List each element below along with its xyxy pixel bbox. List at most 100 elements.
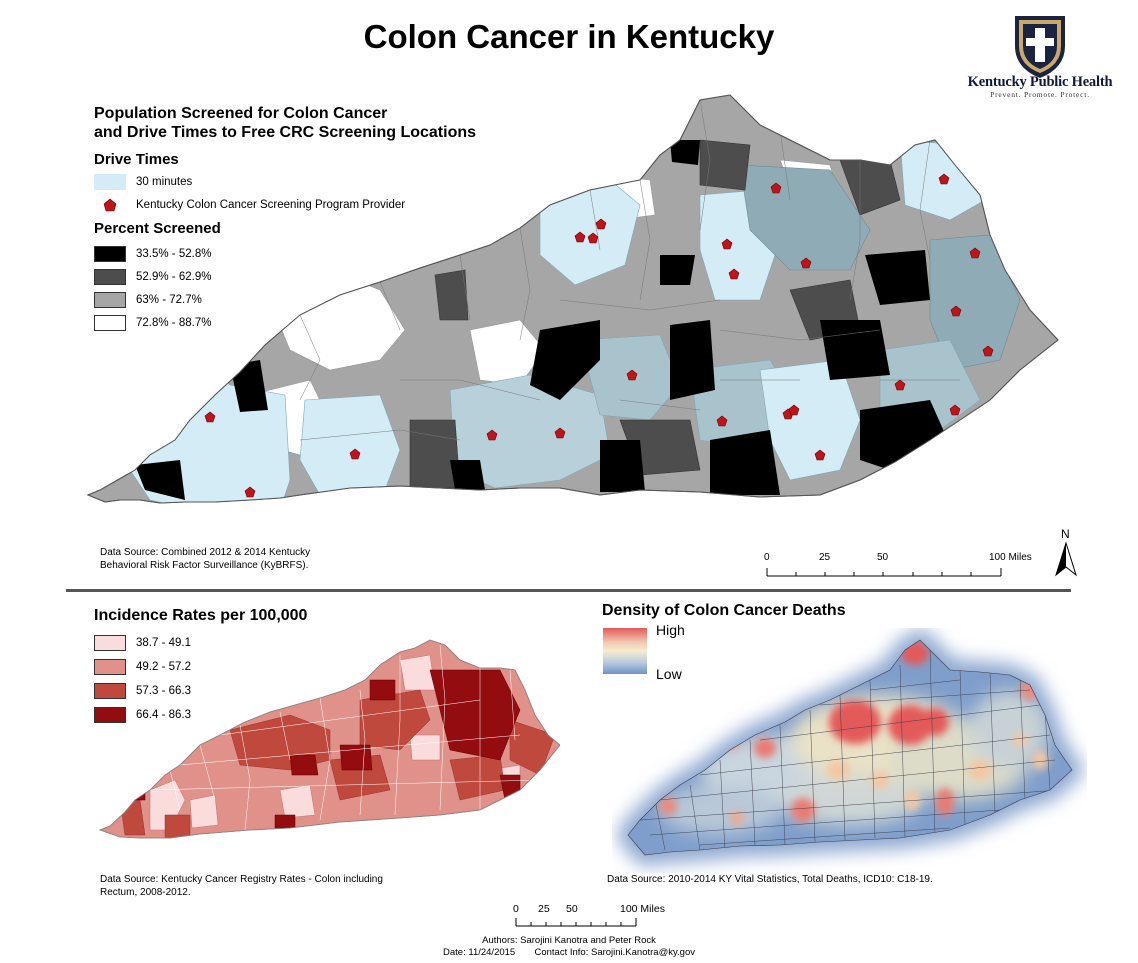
density-low-label: Low — [656, 666, 682, 682]
scale-tick-25: 25 — [819, 552, 831, 563]
density-map-title: Density of Colon Cancer Deaths — [602, 602, 846, 619]
footer-scale-tick-0: 0 — [513, 903, 519, 915]
incidence-class-1: 38.7 - 49.1 — [94, 631, 191, 655]
incidence-swatch-1 — [94, 635, 126, 651]
percent-screened-legend: 33.5% - 52.8% 52.9% - 62.9% 63% - 72.7% … — [94, 242, 211, 334]
footer-scale-bar: 0 25 50 100 Miles — [510, 903, 710, 929]
screening-map-title-line2: and Drive Times to Free CRC Screening Lo… — [94, 124, 477, 141]
incidence-label-4: 66.4 - 86.3 — [136, 709, 191, 721]
percent-label-2: 52.9% - 62.9% — [136, 270, 212, 283]
footer-authors: Authors: Sarojini Kanotra and Peter Rock — [482, 935, 656, 946]
incidence-legend: 38.7 - 49.1 49.2 - 57.2 57.3 - 66.3 66.4… — [94, 631, 191, 727]
screening-source: Data Source: Combined 2012 & 2014 Kentuc… — [100, 546, 310, 572]
density-map — [617, 629, 1083, 866]
incidence-class-4: 66.4 - 86.3 — [94, 703, 191, 727]
scale-tick-0: 0 — [764, 552, 770, 563]
provider-marker — [800, 257, 812, 269]
provider-marker — [969, 247, 981, 259]
footer-scale-tick-25: 25 — [538, 903, 550, 915]
provider-marker — [554, 427, 566, 439]
incidence-class-2: 49.2 - 57.2 — [94, 655, 191, 679]
percent-screened-heading: Percent Screened — [94, 220, 221, 237]
incidence-label-1: 38.7 - 49.1 — [136, 637, 191, 649]
footer-date-contact: Date: 11/24/2015 Contact Info: Sarojini.… — [0, 947, 1138, 958]
drive-time-legend-item: 30 minutes — [94, 174, 192, 190]
density-gradient-ramp — [603, 628, 647, 674]
percent-class-4: 72.8% - 88.7% — [94, 311, 211, 334]
percent-swatch-2 — [94, 268, 126, 285]
north-arrow: N — [1054, 527, 1078, 579]
density-source: Data Source: 2010-2014 KY Vital Statisti… — [607, 874, 933, 885]
provider-marker — [721, 238, 733, 250]
kentucky-public-health-logo — [1015, 16, 1065, 78]
incidence-swatch-2 — [94, 659, 126, 675]
percent-swatch-1 — [94, 245, 126, 262]
density-county-lines — [639, 649, 1061, 851]
provider-marker — [486, 429, 498, 441]
drive-times-heading: Drive Times — [94, 151, 179, 168]
percent-label-4: 72.8% - 88.7% — [136, 316, 212, 329]
percent-class-3: 63% - 72.7% — [94, 288, 211, 311]
provider-marker — [244, 486, 256, 498]
footer-scale-tick-50: 50 — [566, 903, 578, 915]
provider-marker — [716, 415, 728, 427]
density-high-label: High — [656, 622, 685, 638]
density-hotspots — [639, 641, 1061, 851]
provider-marker — [595, 218, 607, 230]
screening-county-lines — [299, 99, 960, 441]
provider-markers — [204, 173, 994, 498]
screening-source-line1: Data Source: Combined 2012 & 2014 Kentuc… — [100, 547, 311, 558]
percent-label-1: 33.5% - 52.8% — [136, 247, 212, 260]
incidence-label-2: 49.2 - 57.2 — [136, 661, 191, 673]
incidence-map-title: Incidence Rates per 100,000 — [94, 607, 308, 624]
scale-tick-100: 100 Miles — [989, 552, 1032, 563]
scale-bar-line — [766, 568, 1002, 577]
drive-time-label: 30 minutes — [136, 176, 193, 188]
provider-label: Kentucky Colon Cancer Screening Program … — [136, 199, 406, 211]
percent-swatch-4 — [94, 314, 126, 331]
section-divider — [66, 589, 1071, 592]
incidence-source-line1: Data Source: Kentucky Cancer Registry Ra… — [100, 874, 383, 885]
provider-marker — [770, 182, 782, 194]
provider-marker — [814, 449, 826, 461]
provider-marker — [788, 404, 800, 416]
incidence-label-3: 57.3 - 66.3 — [136, 685, 191, 697]
percent-class-2: 52.9% - 62.9% — [94, 265, 211, 288]
drive-time-swatch — [94, 174, 126, 190]
screening-scale-bar: 0 25 50 100 Miles — [760, 552, 1050, 582]
incidence-swatch-4 — [94, 707, 126, 723]
provider-marker — [587, 232, 599, 244]
logo-name: Kentucky Public Health — [967, 74, 1113, 90]
incidence-class-3: 57.3 - 66.3 — [94, 679, 191, 703]
percent-label-3: 63% - 72.7% — [136, 293, 202, 306]
provider-marker — [894, 379, 906, 391]
provider-pentagon-icon — [103, 198, 117, 212]
provider-marker — [204, 411, 216, 423]
screening-source-line2: Behavioral Risk Factor Surveillance (KyB… — [100, 560, 309, 571]
footer-date: Date: 11/24/2015 — [443, 947, 516, 958]
incidence-source-line2: Rectum, 2008-2012. — [100, 887, 191, 898]
screening-map-title: Population Screened for Colon Cancer and… — [94, 104, 476, 142]
provider-marker — [950, 305, 962, 317]
logo-tagline: Prevent. Promote. Protect. — [990, 90, 1090, 99]
percent-class-1: 33.5% - 52.8% — [94, 242, 211, 265]
incidence-map — [99, 639, 560, 839]
provider-marker — [574, 231, 586, 243]
north-label: N — [1061, 527, 1070, 541]
north-arrow-icon — [1055, 541, 1077, 577]
provider-marker — [938, 173, 950, 185]
screening-map-title-line1: Population Screened for Colon Cancer — [94, 105, 388, 122]
incidence-county-lines — [149, 644, 541, 831]
incidence-source: Data Source: Kentucky Cancer Registry Ra… — [100, 873, 383, 899]
screening-map — [87, 94, 1059, 504]
provider-marker — [349, 448, 361, 460]
scale-tick-50: 50 — [877, 552, 889, 563]
footer-scale-line — [515, 918, 637, 927]
percent-swatch-3 — [94, 291, 126, 308]
provider-marker — [982, 345, 994, 357]
provider-marker — [728, 268, 740, 280]
footer-contact: Contact Info: Sarojini.Kanotra@ky.gov — [534, 947, 695, 958]
incidence-swatch-3 — [94, 683, 126, 699]
page-title: Colon Cancer in Kentucky — [363, 18, 775, 55]
provider-legend-item: Kentucky Colon Cancer Screening Program … — [94, 197, 405, 213]
